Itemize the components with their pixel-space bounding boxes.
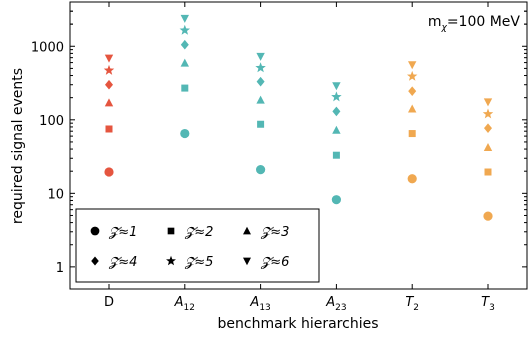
legend-marker [91,256,99,266]
legend-label: 𝓩≈4 [108,255,137,270]
data-points [103,14,494,221]
legend-marker [243,257,251,266]
data-point [105,125,113,133]
data-point [105,79,113,90]
data-point [332,125,341,134]
data-point [256,52,265,61]
y-axis-ticks: 1 10 100 1000 [31,1,527,276]
data-point [408,130,416,138]
data-point [331,195,341,205]
data-point [180,128,190,139]
data-point [180,39,189,50]
y-tick-label: 1 [56,261,64,276]
data-point [406,70,418,81]
x-tick-label: A13 [249,295,270,313]
x-tick-label: T3 [481,295,495,313]
data-point [256,95,265,104]
legend-box [75,208,320,283]
data-point [484,123,492,133]
data-point [103,64,115,75]
data-point [104,54,114,63]
data-point [104,167,114,177]
data-point [408,61,417,70]
data-point [255,62,266,73]
legend-marker [243,226,251,235]
data-point [482,108,494,119]
x-tick-label: A23 [325,295,346,313]
data-point [483,143,493,152]
x-tick-label: T2 [405,295,419,313]
legend-label: 𝓩≈3 [260,225,289,240]
data-point [180,14,189,23]
data-point [181,84,189,92]
data-point [483,211,493,221]
data-point [180,58,189,67]
data-point [332,106,341,117]
data-point [104,98,114,107]
y-tick-label: 10 [47,187,64,202]
legend-label: 𝓩≈6 [260,255,289,270]
data-point [332,82,341,91]
legend: 𝓩≈1 𝓩≈2 𝓩≈3 𝓩≈4 𝓩≈5 𝓩≈6 [75,208,320,283]
data-point [257,120,265,128]
data-point [483,98,493,107]
data-point [179,24,191,35]
plot-frame [69,1,528,290]
data-point [332,151,340,159]
y-axis-label: required signal events [10,68,26,224]
data-point [484,168,492,176]
y-tick-label: 1000 [31,40,64,55]
data-point [331,91,342,102]
data-point [256,165,266,175]
mass-annotation: mχ=100 MeV [428,14,521,33]
legend-label: 𝓩≈1 [108,225,137,240]
x-axis-ticks: D A12 A13 A23 T2 T3 [104,2,495,313]
legend-label: 𝓩≈2 [184,225,213,240]
y-tick-label: 100 [39,114,64,129]
x-tick-label: A12 [174,295,195,313]
data-point [408,104,417,113]
legend-label: 𝓩≈5 [184,255,213,270]
legend-marker [167,227,175,235]
legend-marker [166,255,176,266]
x-axis-label: benchmark hierarchies [218,316,379,332]
data-point [407,174,417,184]
x-tick-label: D [104,295,114,310]
data-point [408,86,417,96]
data-point [256,76,265,87]
legend-marker [90,226,100,236]
